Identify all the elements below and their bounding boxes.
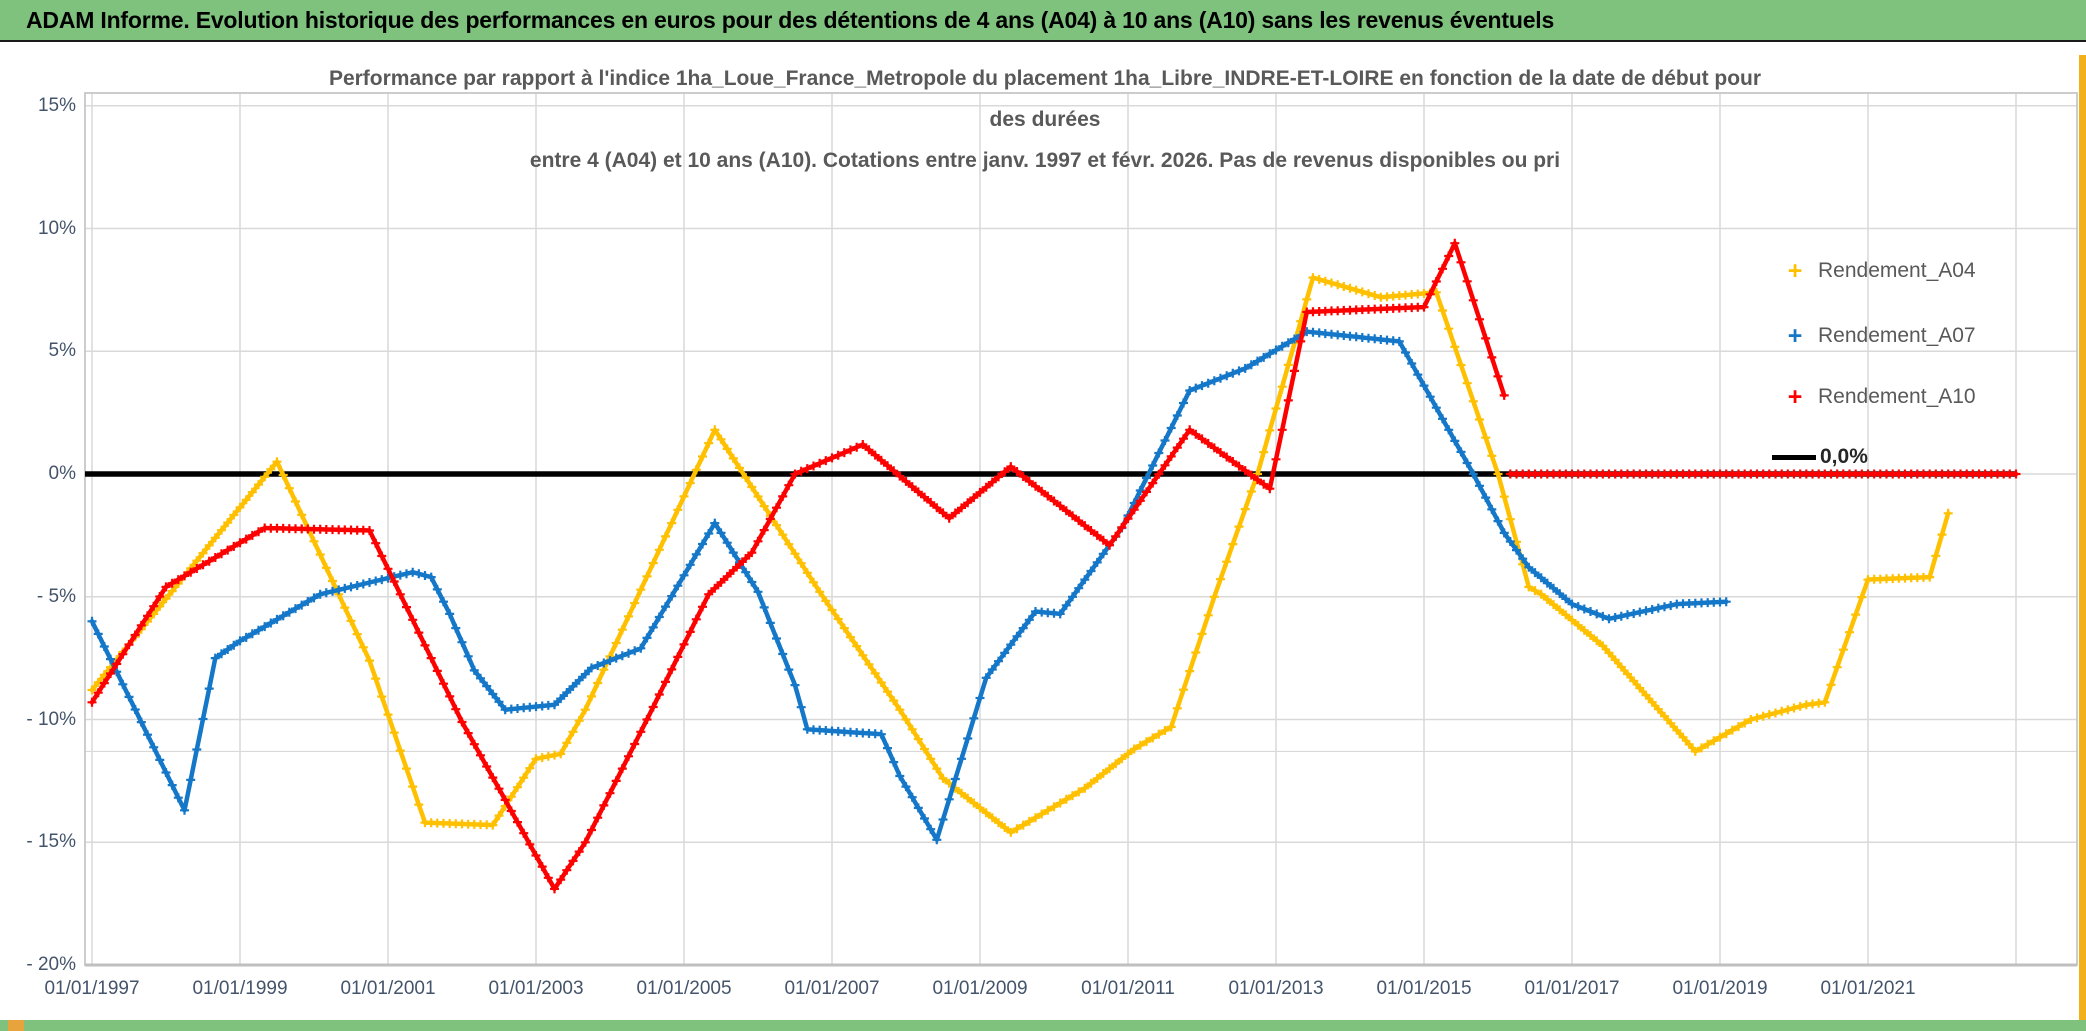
chart-title: Performance par rapport à l'indice 1ha_L… bbox=[220, 58, 1870, 181]
y-axis-tick-label: - 15% bbox=[26, 831, 76, 853]
Rendement_A10-zero-tail-markers bbox=[1505, 469, 2021, 479]
Rendement_A10-markers bbox=[87, 238, 1509, 894]
x-axis-tick-label: 01/01/2015 bbox=[1376, 978, 1472, 999]
Rendement_A07-markers bbox=[87, 327, 1731, 845]
legend-item-rendement-a04[interactable]: + Rendement_A04 bbox=[1772, 254, 1976, 288]
x-axis-tick-label: 01/01/2003 bbox=[488, 978, 584, 999]
x-axis-tick-label: 01/01/2009 bbox=[932, 978, 1028, 999]
Rendement_A04-markers bbox=[87, 273, 1953, 837]
y-axis-tick-label: - 5% bbox=[36, 585, 76, 607]
x-axis-tick-label: 01/01/2005 bbox=[636, 978, 732, 999]
y-axis-tick-label: - 10% bbox=[26, 708, 76, 730]
legend-item-rendement-a10[interactable]: + Rendement_A10 bbox=[1772, 380, 1976, 414]
legend-label: Rendement_A10 bbox=[1818, 385, 1976, 408]
x-axis-tick-label: 01/01/2013 bbox=[1228, 978, 1324, 999]
legend-label: Rendement_A07 bbox=[1818, 324, 1976, 347]
legend-plus-marker-icon: + bbox=[1787, 257, 1803, 285]
bottom-bar-chip bbox=[8, 1020, 24, 1031]
plot-area[interactable] bbox=[0, 42, 2086, 1020]
legend-item-rendement-a07[interactable]: + Rendement_A07 bbox=[1772, 319, 1976, 353]
plot-frame bbox=[84, 92, 2078, 966]
chart-title-line-1: Performance par rapport à l'indice 1ha_L… bbox=[328, 67, 1762, 90]
x-axis-tick-label: 01/01/2021 bbox=[1820, 978, 1916, 999]
legend-plus-marker-icon: + bbox=[1787, 383, 1803, 411]
right-edge-strip bbox=[2079, 55, 2086, 1031]
x-axis-tick-label: 01/01/2001 bbox=[340, 978, 436, 999]
legend-plus-marker-icon: + bbox=[1787, 322, 1803, 350]
x-axis-tick-label: 01/01/2019 bbox=[1672, 978, 1768, 999]
bottom-bar bbox=[0, 1020, 2086, 1031]
legend-label: Rendement_A04 bbox=[1818, 259, 1976, 282]
y-axis-tick-label: - 20% bbox=[26, 954, 76, 975]
x-axis-tick-label: 01/01/2017 bbox=[1524, 978, 1620, 999]
chart-title-line-3: entre 4 (A04) et 10 ans (A10). Cotations… bbox=[529, 149, 1561, 172]
x-axis-tick-label: 01/01/2011 bbox=[1081, 978, 1175, 999]
y-axis-tick-label: 10% bbox=[37, 217, 76, 239]
y-axis-tick-label: 5% bbox=[48, 340, 76, 362]
legend-label: 0,0% bbox=[1820, 445, 1868, 468]
y-axis-tick-label: 15% bbox=[37, 94, 76, 116]
legend-line-marker-icon bbox=[1772, 454, 1816, 460]
y-axis-tick-label: 0% bbox=[48, 463, 76, 484]
chart-title-line-2: des durées bbox=[989, 108, 1101, 131]
header-title: ADAM Informe. Evolution historique des p… bbox=[26, 7, 1555, 33]
x-axis-tick-label: 01/01/1999 bbox=[192, 978, 288, 999]
x-axis-tick-label: 01/01/1997 bbox=[44, 978, 140, 999]
Rendement_A04-line bbox=[89, 275, 1951, 835]
header-bar: ADAM Informe. Evolution historique des p… bbox=[0, 0, 2086, 42]
legend-item-0-0-[interactable]: 0,0% bbox=[1772, 440, 1868, 474]
x-axis-tick-label: 01/01/2007 bbox=[784, 978, 880, 999]
performance-chart[interactable]: Performance par rapport à l'indice 1ha_L… bbox=[0, 42, 2086, 1020]
